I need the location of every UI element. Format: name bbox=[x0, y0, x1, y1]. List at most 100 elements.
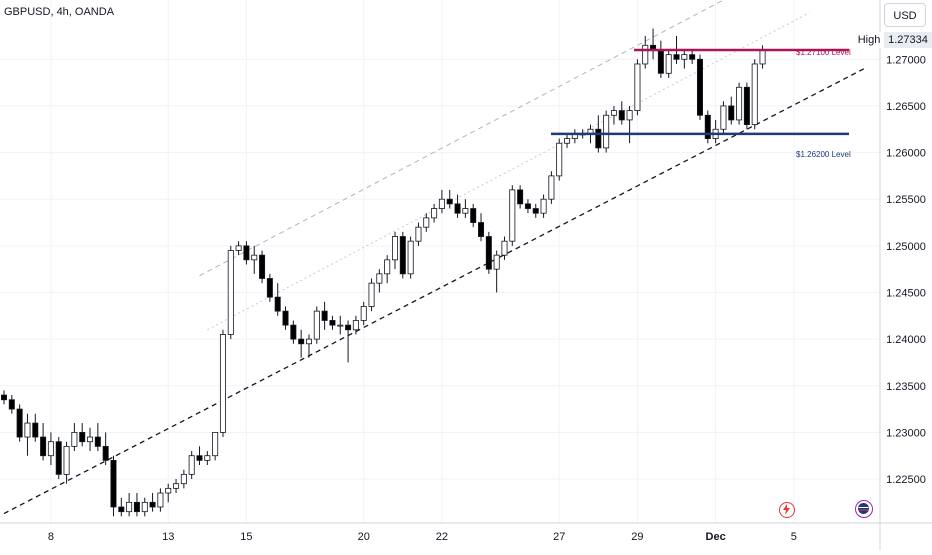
x-tick-label: 13 bbox=[162, 531, 174, 543]
candle-down bbox=[728, 105, 735, 121]
candle-up bbox=[423, 217, 430, 228]
candle-down bbox=[94, 436, 101, 447]
y-tick-label: 1.22500 bbox=[886, 474, 926, 486]
high-label: High bbox=[856, 32, 882, 48]
candle-down bbox=[345, 324, 352, 331]
candle-down bbox=[8, 399, 15, 410]
candle-up bbox=[751, 63, 758, 125]
flag-icon[interactable] bbox=[855, 500, 873, 518]
candle-up bbox=[603, 114, 610, 149]
candle-up bbox=[438, 198, 445, 209]
candle-down bbox=[0, 394, 7, 401]
candle-up bbox=[564, 138, 571, 144]
candle-down bbox=[532, 208, 539, 214]
trendlines bbox=[3, 0, 865, 515]
candle-up bbox=[337, 324, 344, 327]
candle-up bbox=[87, 436, 94, 443]
candle-down bbox=[517, 189, 524, 205]
candle-up bbox=[251, 254, 258, 261]
candle-down bbox=[657, 49, 664, 74]
candle-up bbox=[126, 501, 133, 513]
candle-up bbox=[71, 431, 78, 447]
candle-down bbox=[79, 431, 86, 443]
x-tick-label: 15 bbox=[240, 531, 252, 543]
candle-up bbox=[736, 86, 743, 121]
candle-down bbox=[102, 445, 109, 461]
candle-up bbox=[509, 189, 516, 242]
candle-up bbox=[352, 320, 359, 331]
candle-up bbox=[391, 236, 398, 261]
candle-up bbox=[204, 455, 211, 461]
candle-down bbox=[704, 114, 711, 139]
candle-up bbox=[188, 455, 195, 475]
candle-up bbox=[360, 306, 367, 321]
candle-up bbox=[626, 110, 633, 121]
x-tick-label: 20 bbox=[358, 531, 370, 543]
x-tick-label: Dec bbox=[706, 531, 726, 543]
candle-up bbox=[141, 501, 148, 513]
candle-up bbox=[501, 240, 508, 256]
candle-up bbox=[407, 240, 414, 275]
candle-down bbox=[329, 320, 336, 326]
x-tick-label: 22 bbox=[436, 531, 448, 543]
candle-up bbox=[462, 208, 469, 214]
candle-up bbox=[63, 445, 70, 475]
candle-down bbox=[524, 203, 531, 209]
candles bbox=[0, 28, 766, 517]
candle-up bbox=[227, 250, 234, 335]
candle-up bbox=[610, 110, 617, 116]
candle-down bbox=[321, 310, 328, 321]
candle-up bbox=[24, 422, 31, 438]
lower-level-label: $1.26200 Level bbox=[796, 150, 851, 159]
candle-down bbox=[446, 198, 453, 205]
candle-down bbox=[40, 436, 47, 457]
candle-up bbox=[540, 198, 547, 214]
candle-up bbox=[759, 49, 766, 65]
candle-up bbox=[173, 483, 180, 489]
candle-down bbox=[196, 455, 203, 461]
lightning-icon[interactable] bbox=[779, 502, 795, 518]
x-tick-label: 8 bbox=[48, 531, 54, 543]
y-tick-label: 1.25000 bbox=[886, 241, 926, 253]
currency-button[interactable]: USD bbox=[884, 3, 926, 27]
candle-down bbox=[266, 278, 273, 298]
candle-down bbox=[673, 54, 680, 60]
candle-down bbox=[618, 110, 625, 121]
candle-down bbox=[274, 296, 281, 312]
y-tick-label: 1.24000 bbox=[886, 334, 926, 346]
candle-up bbox=[212, 431, 219, 457]
candle-up bbox=[634, 63, 641, 111]
symbol-title: GBPUSD, 4h, OANDA bbox=[4, 6, 115, 18]
y-tick-label: 1.27000 bbox=[886, 54, 926, 66]
y-tick-label: 1.24500 bbox=[886, 287, 926, 299]
candle-down bbox=[259, 254, 266, 279]
candle-up bbox=[219, 334, 226, 433]
candle-down bbox=[399, 236, 406, 275]
candle-down bbox=[470, 208, 477, 223]
lower-channel-line bbox=[3, 68, 865, 515]
candle-up bbox=[235, 245, 242, 251]
x-tick-label: 27 bbox=[553, 531, 565, 543]
candle-up bbox=[305, 338, 312, 345]
candle-down bbox=[55, 441, 62, 475]
candle-up bbox=[556, 142, 563, 177]
horizontal-levels bbox=[551, 48, 849, 136]
candle-down bbox=[298, 338, 305, 345]
candle-down bbox=[118, 506, 125, 513]
candle-up bbox=[180, 473, 187, 485]
grid bbox=[0, 0, 880, 523]
candle-up bbox=[720, 105, 727, 130]
candle-down bbox=[743, 86, 750, 125]
candle-down bbox=[696, 58, 703, 116]
candle-up bbox=[665, 54, 672, 74]
candle-up bbox=[681, 54, 688, 60]
candle-up bbox=[384, 259, 391, 275]
candle-up bbox=[376, 273, 383, 284]
candle-down bbox=[282, 310, 289, 326]
candle-up bbox=[415, 226, 422, 242]
y-tick-label: 1.25500 bbox=[886, 194, 926, 206]
candle-down bbox=[485, 236, 492, 270]
